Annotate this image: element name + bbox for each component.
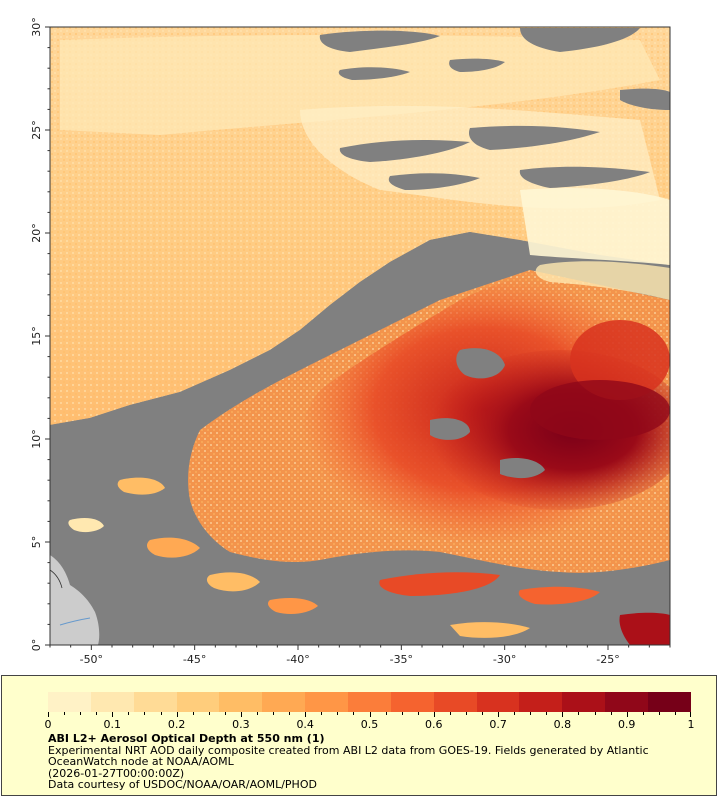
colorbar-swatch <box>390 692 434 712</box>
colorbar-tick-label: 0.2 <box>167 718 186 731</box>
colorbar-minor-tick <box>273 712 275 715</box>
colorbar-swatch <box>433 692 477 712</box>
colorbar-tick-label: 0.9 <box>617 718 636 731</box>
y-tick-label: 25° <box>30 120 43 140</box>
colorbar-major-tick <box>112 712 114 717</box>
colorbar-minor-tick <box>546 712 548 715</box>
colorbar-minor-tick <box>160 712 162 715</box>
colorbar-swatch <box>219 692 263 712</box>
colorbar-minor-tick <box>642 712 644 715</box>
colorbar-swatch <box>605 692 649 712</box>
y-tick-label: 10° <box>30 429 43 449</box>
colorbar-minor-tick <box>674 712 676 715</box>
y-tick-label: 30° <box>30 17 43 37</box>
colorbar-minor-tick <box>385 712 387 715</box>
colorbar-swatch <box>90 692 134 712</box>
legend-description: Experimental NRT AOD daily composite cre… <box>48 743 649 768</box>
x-tick-label: -50° <box>80 653 103 665</box>
legend-text: ABI L2+ Aerosol Optical Depth at 550 nm … <box>48 733 708 791</box>
aod-map[interactable]: -50° -45° -40° -35° -30° -25° 0° 5° 10° 15° 20° 25°… <box>0 0 720 665</box>
colorbar-major-tick <box>562 712 564 717</box>
y-tick-label: 0° <box>30 639 43 652</box>
colorbar-tick-label: 0.5 <box>360 718 379 731</box>
colorbar-minor-tick <box>482 712 484 715</box>
colorbar-major-tick <box>240 712 242 717</box>
colorbar-swatch <box>48 692 91 712</box>
colorbar-minor-tick <box>594 712 596 715</box>
colorbar-minor-tick <box>401 712 403 715</box>
x-tick-label: -30° <box>493 653 516 665</box>
colorbar-swatch <box>648 692 691 712</box>
colorbar-minor-tick <box>224 712 226 715</box>
x-tick-label: -40° <box>286 653 309 665</box>
aod-field <box>50 27 670 645</box>
x-tick-label: -35° <box>390 653 413 665</box>
x-tick-label: -45° <box>183 653 206 665</box>
y-tick-label: 20° <box>30 223 43 243</box>
colorbar-minor-tick <box>128 712 130 715</box>
colorbar-minor-tick <box>530 712 532 715</box>
map-axis-ticks: -50° -45° -40° -35° -30° -25° 0° 5° 10° 15° 20° 25°… <box>30 17 671 665</box>
x-tick-label: -25° <box>596 653 619 665</box>
colorbar-major-tick <box>626 712 628 717</box>
colorbar-tick-label: 0.6 <box>425 718 443 731</box>
colorbar-tick-label: 0.7 <box>489 718 507 731</box>
colorbar-minor-tick <box>192 712 194 715</box>
colorbar-tick-label: 0.8 <box>553 718 572 731</box>
colorbar-swatch <box>476 692 520 712</box>
legend-timestamp: (2026-01-27T00:00:00Z) <box>48 766 185 780</box>
colorbar-swatch <box>133 692 177 712</box>
colorbar-swatch <box>519 692 563 712</box>
colorbar-ticks: 0 0.1 0.2 0.3 0.4 0.5 0.6 0.7 0.8 0.9 1 <box>44 712 695 732</box>
colorbar-minor-tick <box>208 712 210 715</box>
colorbar-major-tick <box>305 712 307 717</box>
colorbar-major-tick <box>498 712 500 717</box>
colorbar-minor-tick <box>514 712 516 715</box>
colorbar-tick-label: 0.3 <box>232 718 250 731</box>
colorbar-swatch <box>348 692 391 712</box>
legend-credit: Data courtesy of USDOC/NOAA/OAR/AOML/PHO… <box>48 778 317 791</box>
colorbar-swatch <box>305 692 349 712</box>
colorbar-swatch <box>262 692 306 712</box>
colorbar-minor-tick <box>610 712 612 715</box>
legend-panel: 0 0.1 0.2 0.3 0.4 0.5 0.6 0.7 0.8 0.9 1 ABI L2+ Ae… <box>1 675 717 796</box>
y-tick-label: 15° <box>30 326 43 346</box>
colorbar-tick-label: 0.1 <box>103 718 122 731</box>
map-area[interactable]: -50° -45° -40° -35° -30° -25° 0° 5° 10° 15° 20° 25°… <box>0 0 720 665</box>
colorbar-major-tick <box>433 712 435 717</box>
colorbar-swatch <box>176 692 220 712</box>
colorbar-minor-tick <box>417 712 419 715</box>
colorbar-major-tick <box>690 712 691 717</box>
colorbar-minor-tick <box>80 712 82 715</box>
colorbar-tick-label: 1 <box>687 718 695 731</box>
colorbar-minor-tick <box>64 712 66 715</box>
colorbar <box>48 692 691 712</box>
colorbar-swatch <box>562 692 606 712</box>
colorbar-minor-tick <box>578 712 580 715</box>
colorbar-major-tick <box>176 712 178 717</box>
colorbar-minor-tick <box>337 712 339 715</box>
colorbar-minor-tick <box>449 712 451 715</box>
colorbar-minor-tick <box>96 712 98 715</box>
colorbar-minor-tick <box>465 712 467 715</box>
colorbar-minor-tick <box>658 712 660 715</box>
colorbar-major-tick <box>369 712 371 717</box>
colorbar-minor-tick <box>289 712 291 715</box>
colorbar-minor-tick <box>353 712 355 715</box>
colorbar-major-tick <box>48 712 49 717</box>
colorbar-minor-tick <box>321 712 323 715</box>
colorbar-tick-label: 0.4 <box>296 718 314 731</box>
colorbar-minor-tick <box>256 712 258 715</box>
y-tick-label: 5° <box>30 536 43 549</box>
colorbar-tick-label: 0 <box>44 718 52 731</box>
legend-title: ABI L2+ Aerosol Optical Depth at 550 nm … <box>48 732 325 745</box>
colorbar-minor-tick <box>144 712 146 715</box>
